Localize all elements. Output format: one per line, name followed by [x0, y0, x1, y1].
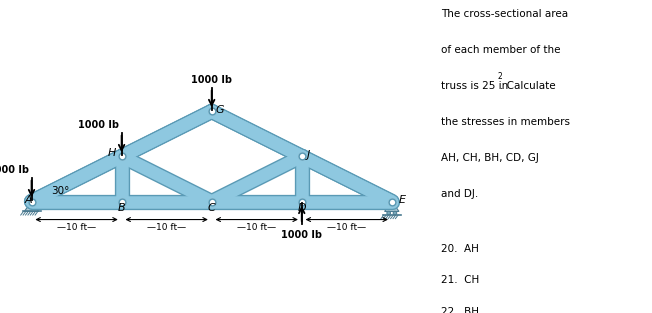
Text: —10 ft—: —10 ft—	[327, 223, 366, 232]
Text: . Calculate: . Calculate	[501, 81, 556, 91]
Text: 1000 lb: 1000 lb	[281, 230, 322, 240]
Polygon shape	[24, 202, 38, 212]
Text: 2: 2	[497, 72, 502, 81]
Text: the stresses in members: the stresses in members	[441, 117, 570, 127]
Text: —10 ft—: —10 ft—	[237, 223, 276, 232]
Text: truss is 25 in: truss is 25 in	[441, 81, 509, 91]
Text: 1000 lb: 1000 lb	[0, 165, 29, 175]
Text: D: D	[297, 203, 306, 213]
Text: 1000 lb: 1000 lb	[191, 75, 232, 85]
Text: E: E	[399, 195, 406, 205]
Text: 30°: 30°	[52, 186, 70, 196]
Text: B: B	[118, 203, 125, 213]
Text: 22.  BH: 22. BH	[441, 307, 479, 313]
Text: AH, CH, BH, CD, GJ: AH, CH, BH, CD, GJ	[441, 153, 539, 163]
Text: H: H	[108, 148, 116, 158]
Circle shape	[393, 211, 397, 215]
Text: A: A	[24, 195, 32, 205]
Text: C: C	[208, 203, 216, 213]
Text: 21.  CH: 21. CH	[441, 275, 480, 285]
Text: —10 ft—: —10 ft—	[57, 223, 96, 232]
Text: G: G	[215, 105, 224, 115]
Text: of each member of the: of each member of the	[441, 45, 561, 55]
Text: The cross-sectional area: The cross-sectional area	[441, 9, 569, 19]
Text: 20.  AH: 20. AH	[441, 244, 479, 254]
Text: —10 ft—: —10 ft—	[147, 223, 186, 232]
Text: and DJ.: and DJ.	[441, 189, 479, 199]
Polygon shape	[385, 202, 399, 212]
Text: J: J	[307, 150, 310, 160]
Text: 1000 lb: 1000 lb	[78, 120, 119, 130]
Circle shape	[387, 211, 391, 215]
